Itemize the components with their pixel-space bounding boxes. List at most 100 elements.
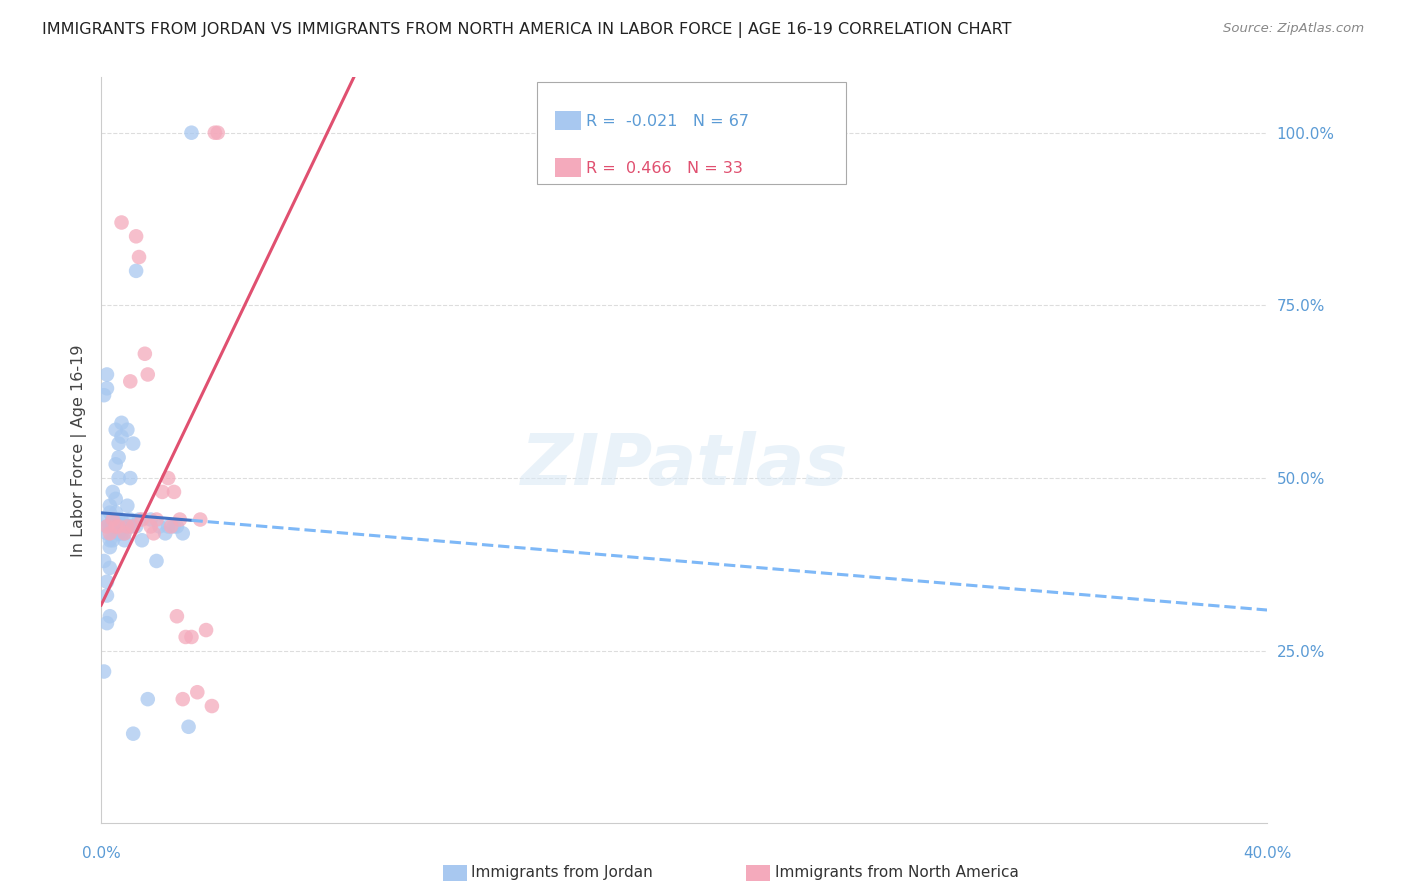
Point	[110, 512, 132, 526]
Point	[136, 368, 159, 382]
Point	[98, 526, 121, 541]
Point	[134, 347, 156, 361]
Point	[98, 540, 121, 554]
Point	[107, 519, 129, 533]
Point	[114, 526, 136, 541]
Text: Immigrants from North America: Immigrants from North America	[775, 865, 1018, 880]
Point	[93, 554, 115, 568]
Point	[98, 506, 121, 520]
Point	[120, 512, 142, 526]
Point	[166, 609, 188, 624]
Text: IMMIGRANTS FROM JORDAN VS IMMIGRANTS FROM NORTH AMERICA IN LABOR FORCE | AGE 16-: IMMIGRANTS FROM JORDAN VS IMMIGRANTS FRO…	[42, 22, 1012, 38]
Point	[166, 519, 188, 533]
Point	[98, 561, 121, 575]
Point	[125, 229, 148, 244]
Point	[104, 512, 127, 526]
Point	[131, 533, 153, 548]
Point	[107, 526, 129, 541]
Point	[104, 519, 127, 533]
Point	[145, 554, 167, 568]
Point	[110, 430, 132, 444]
Point	[186, 685, 208, 699]
Point	[163, 519, 186, 533]
Text: ZIPatlas: ZIPatlas	[520, 431, 848, 500]
Text: 40.0%: 40.0%	[1243, 846, 1291, 861]
Point	[110, 519, 132, 533]
Point	[117, 423, 139, 437]
Point	[114, 533, 136, 548]
Point	[150, 484, 173, 499]
Point	[93, 665, 115, 679]
Point	[195, 623, 218, 637]
Point	[98, 533, 121, 548]
Point	[117, 519, 139, 533]
Point	[96, 519, 118, 533]
Point	[96, 519, 118, 533]
Point	[128, 250, 150, 264]
Point	[101, 533, 124, 548]
Point	[169, 512, 191, 526]
Point	[136, 692, 159, 706]
Point	[180, 630, 202, 644]
Point	[104, 491, 127, 506]
Point	[107, 471, 129, 485]
Point	[131, 512, 153, 526]
Point	[101, 519, 124, 533]
Point	[157, 471, 180, 485]
Point	[98, 609, 121, 624]
Point	[139, 519, 162, 533]
Point	[163, 484, 186, 499]
Point	[148, 519, 170, 533]
Point	[142, 526, 165, 541]
Point	[114, 526, 136, 541]
Point	[122, 436, 145, 450]
Point	[101, 519, 124, 533]
Point	[125, 264, 148, 278]
Point	[128, 512, 150, 526]
Point	[101, 512, 124, 526]
Point	[96, 381, 118, 395]
Text: Source: ZipAtlas.com: Source: ZipAtlas.com	[1223, 22, 1364, 36]
Point	[104, 457, 127, 471]
Point	[172, 526, 194, 541]
Point	[188, 512, 211, 526]
Text: R =  -0.021   N = 67: R = -0.021 N = 67	[586, 114, 749, 129]
Point	[104, 519, 127, 533]
Text: R =  0.466   N = 33: R = 0.466 N = 33	[586, 161, 744, 176]
Text: 0.0%: 0.0%	[82, 846, 121, 861]
Point	[104, 423, 127, 437]
Point	[157, 519, 180, 533]
Point	[110, 526, 132, 541]
Point	[110, 416, 132, 430]
Point	[96, 526, 118, 541]
Point	[93, 512, 115, 526]
Point	[117, 499, 139, 513]
Point	[174, 630, 197, 644]
Point	[101, 512, 124, 526]
Point	[120, 375, 142, 389]
Point	[101, 512, 124, 526]
Point	[107, 526, 129, 541]
Point	[101, 484, 124, 499]
Point	[107, 450, 129, 465]
Point	[207, 126, 229, 140]
Point	[93, 388, 115, 402]
Point	[110, 215, 132, 229]
Text: Immigrants from Jordan: Immigrants from Jordan	[471, 865, 654, 880]
Point	[122, 519, 145, 533]
Point	[98, 499, 121, 513]
Point	[160, 519, 183, 533]
Point	[96, 616, 118, 631]
Point	[125, 519, 148, 533]
Point	[180, 126, 202, 140]
Point	[96, 574, 118, 589]
Point	[177, 720, 200, 734]
Point	[117, 519, 139, 533]
Point	[172, 692, 194, 706]
Point	[201, 699, 224, 714]
Point	[120, 471, 142, 485]
Point	[145, 512, 167, 526]
Point	[96, 368, 118, 382]
Point	[107, 436, 129, 450]
Point	[120, 519, 142, 533]
